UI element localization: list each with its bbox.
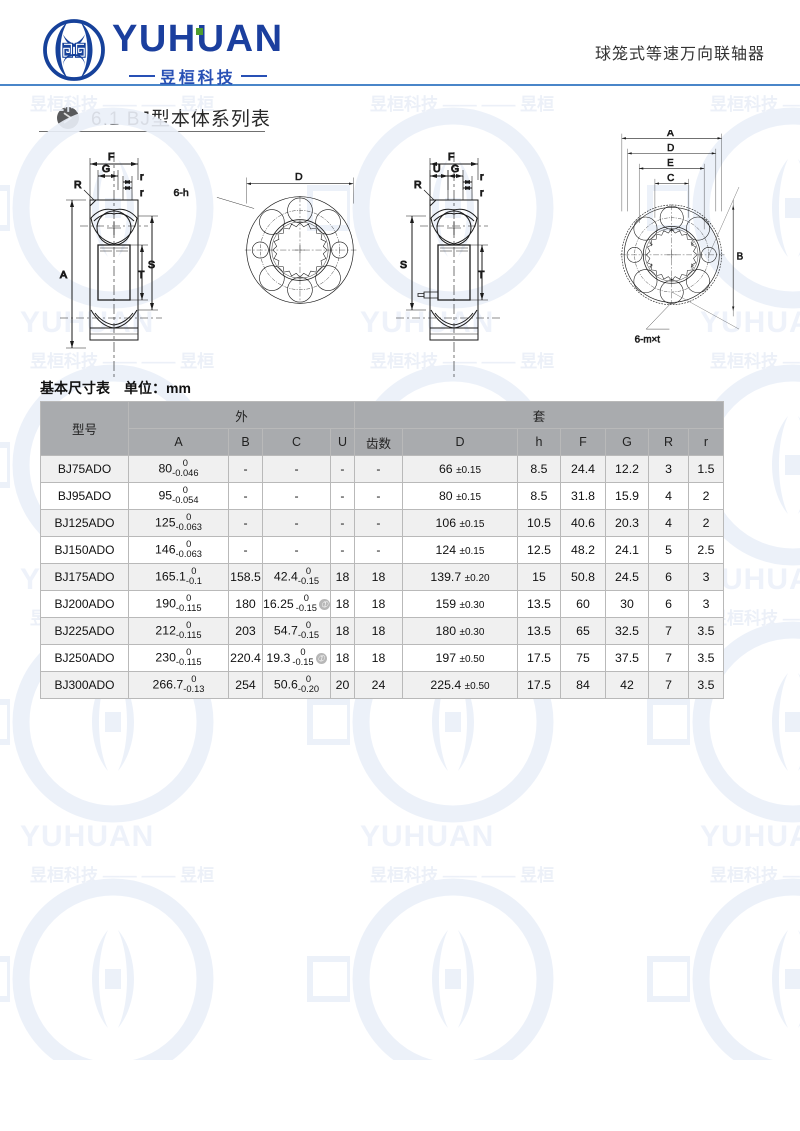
svg-text:G: G xyxy=(102,163,110,175)
svg-text:B: B xyxy=(737,252,744,263)
svg-text:U: U xyxy=(433,163,441,175)
svg-text:S: S xyxy=(148,259,155,271)
svg-text:A: A xyxy=(60,269,67,281)
svg-text:D: D xyxy=(295,171,303,183)
svg-text:A: A xyxy=(667,130,674,139)
svg-text:T: T xyxy=(478,269,485,281)
svg-text:T: T xyxy=(138,269,145,281)
svg-text:C: C xyxy=(667,173,674,184)
svg-text:F: F xyxy=(448,151,454,163)
svg-text:r: r xyxy=(140,171,144,183)
svg-text:E: E xyxy=(667,158,674,169)
svg-text:6-h: 6-h xyxy=(174,187,189,199)
svg-text:G: G xyxy=(451,163,459,175)
svg-text:r: r xyxy=(140,187,144,199)
svg-text:F: F xyxy=(108,151,114,163)
svg-text:r: r xyxy=(480,187,484,199)
svg-text:D: D xyxy=(667,143,674,154)
svg-text:R: R xyxy=(414,179,422,191)
svg-text:S: S xyxy=(400,259,407,271)
svg-text:R: R xyxy=(74,179,82,191)
svg-text:6-m×t: 6-m×t xyxy=(635,334,661,345)
svg-text:r: r xyxy=(480,171,484,183)
